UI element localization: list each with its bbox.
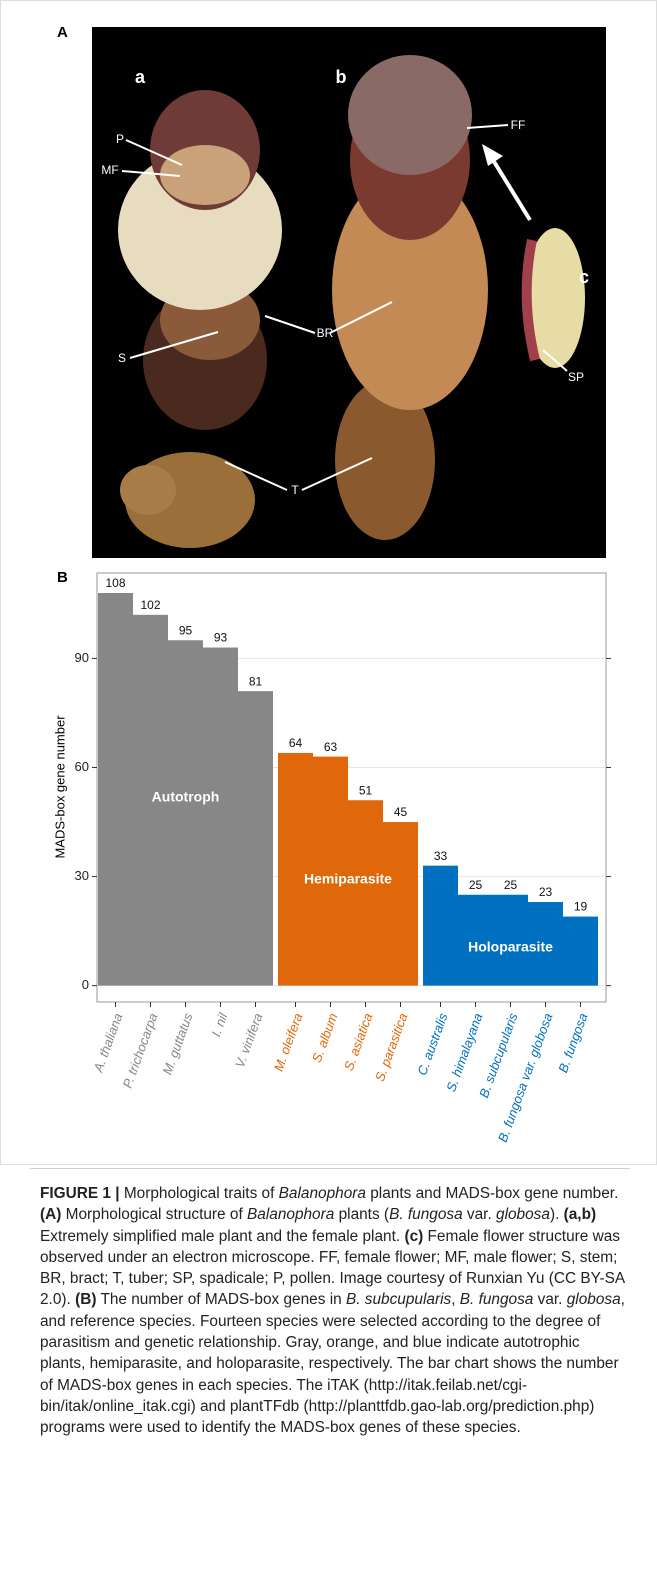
caption-run: B. subcupularis <box>346 1291 451 1308</box>
separator <box>30 1168 630 1169</box>
x-tick-label: P. trichocarpa <box>120 1011 161 1090</box>
caption-run: Morphological structure of <box>61 1206 247 1223</box>
sublabel: c <box>579 267 589 287</box>
caption-run: Extremely simplified male plant and the … <box>40 1228 404 1245</box>
annotation: P <box>116 132 124 146</box>
caption-run: , <box>451 1291 460 1308</box>
caption-run: (a,b) <box>564 1206 597 1223</box>
x-tick-label: C. australis <box>414 1011 451 1078</box>
value-label: 81 <box>249 674 263 688</box>
caption-run: ). <box>550 1206 564 1223</box>
bar <box>383 822 418 986</box>
value-label: 108 <box>105 576 125 590</box>
value-label: 33 <box>434 849 448 863</box>
caption: FIGURE 1 | Morphological traits of Balan… <box>40 1183 625 1439</box>
page: {"panel_a": {"label": "A", "sublabels": … <box>0 0 657 1587</box>
group-label: Holoparasite <box>468 939 553 955</box>
panel-label: B <box>57 569 68 586</box>
caption-run: Balanophora <box>247 1206 334 1223</box>
y-axis-title: MADS-box gene number <box>52 715 67 859</box>
caption-run: The number of MADS-box genes in <box>96 1291 346 1308</box>
bar <box>348 800 383 985</box>
annotation: FF <box>511 118 526 132</box>
caption-run: B. fungosa <box>460 1291 534 1308</box>
bar <box>203 648 238 986</box>
caption-run: globosa <box>567 1291 621 1308</box>
x-tick-label: M. guttatus <box>159 1011 195 1077</box>
spadicle <box>525 228 585 368</box>
annotation: T <box>291 483 299 497</box>
bar <box>168 640 203 985</box>
value-label: 95 <box>179 623 193 637</box>
caption-run: FIGURE 1 | <box>40 1185 120 1202</box>
caption-run: (B) <box>75 1291 96 1308</box>
annotation: S <box>118 351 126 365</box>
sublabel: b <box>336 67 347 87</box>
bar <box>278 753 313 986</box>
value-label: 45 <box>394 805 408 819</box>
caption-run: (A) <box>40 1206 61 1223</box>
caption-run: var. <box>463 1206 496 1223</box>
value-label: 64 <box>289 736 303 750</box>
caption-run: (c) <box>404 1228 423 1245</box>
caption-run: B. fungosa <box>389 1206 463 1223</box>
annotation: SP <box>568 370 584 384</box>
y-tick-label: 60 <box>75 759 89 774</box>
value-label: 63 <box>324 740 338 754</box>
caption-run: plants ( <box>334 1206 389 1223</box>
x-tick-label: I. nil <box>208 1010 231 1039</box>
caption-run: , and reference species. Fourteen specie… <box>40 1291 625 1436</box>
x-tick-label: S. asiatica <box>341 1011 376 1072</box>
x-tick-label: S. himalayana <box>443 1011 485 1094</box>
x-tick-label: S. album <box>309 1011 341 1064</box>
value-label: 93 <box>214 631 228 645</box>
bar <box>238 691 273 985</box>
caption-run: Morphological traits of <box>120 1185 279 1202</box>
x-tick-label: A. thaliana <box>90 1011 125 1075</box>
bar <box>423 866 458 986</box>
y-tick-label: 90 <box>75 650 89 665</box>
y-tick-label: 0 <box>82 977 89 992</box>
value-label: 19 <box>574 900 588 914</box>
value-label: 25 <box>469 878 483 892</box>
caption-run: globosa <box>496 1206 550 1223</box>
group-label: Hemiparasite <box>304 871 392 887</box>
group-label: Autotroph <box>152 789 220 805</box>
value-label: 23 <box>539 885 553 899</box>
x-tick-label: S. parasitica <box>372 1011 411 1083</box>
caption-run: plants and MADS-box gene number. <box>366 1185 618 1202</box>
value-label: 25 <box>504 878 518 892</box>
annotation: MF <box>101 163 118 177</box>
y-tick-label: 30 <box>75 868 89 883</box>
caption-run: var. <box>533 1291 566 1308</box>
x-tick-label: B. fungosa <box>555 1011 590 1075</box>
value-label: 102 <box>140 598 160 612</box>
bar <box>563 917 598 986</box>
panel-label: A <box>57 24 68 41</box>
bar <box>98 593 133 986</box>
caption-run: Balanophora <box>279 1185 366 1202</box>
figure: A a b c P MF S BR <box>0 0 657 1165</box>
annotation: BR <box>317 326 334 340</box>
x-tick-label: V. vinifera <box>232 1011 266 1070</box>
sublabel: a <box>135 67 146 87</box>
x-tick-label: M. oleifera <box>271 1011 306 1073</box>
value-label: 51 <box>359 783 373 797</box>
